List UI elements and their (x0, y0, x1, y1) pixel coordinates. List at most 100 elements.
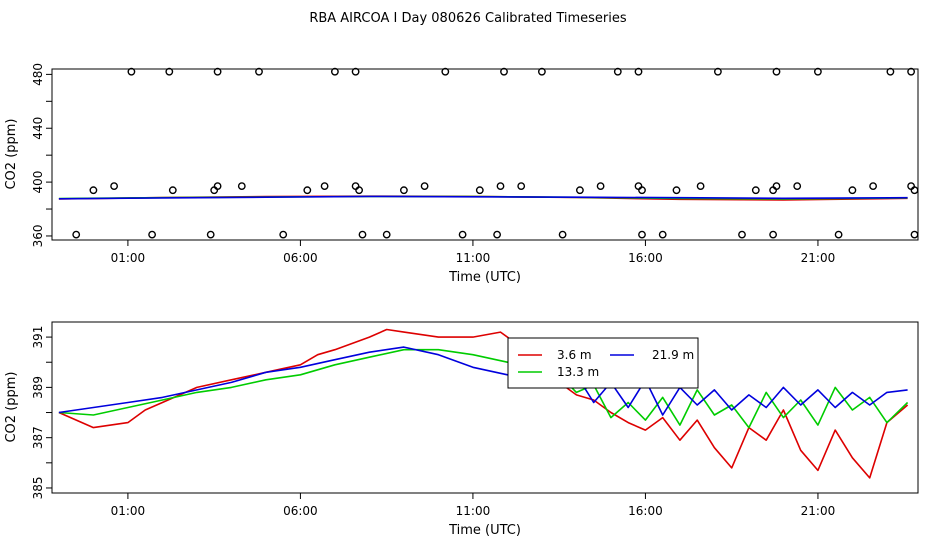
data-point (869, 182, 877, 191)
y-tick-label: 480 (31, 63, 45, 86)
legend-label-13-3m: 13.3 m (557, 365, 599, 379)
data-point (279, 230, 288, 239)
y-tick-label: 389 (31, 376, 45, 399)
data-point (458, 230, 467, 239)
top-series-group (58, 195, 908, 201)
data-point (475, 186, 484, 195)
data-point (672, 186, 681, 195)
top-x-ticks: 01:00 06:00 11:00 16:00 21:00 (111, 240, 836, 265)
top-y-axis-title: CO2 (ppm) (4, 118, 19, 189)
data-point (355, 186, 363, 195)
data-point (237, 182, 246, 191)
series-line (58, 346, 908, 416)
data-point (382, 230, 391, 239)
data-point (330, 67, 339, 76)
legend: 3.6 m 21.9 m 13.3 m (507, 337, 699, 389)
legend-box (507, 337, 699, 389)
data-point (886, 67, 895, 76)
data-point (634, 67, 643, 76)
data-point (496, 182, 505, 191)
y-tick-label: 440 (31, 117, 45, 140)
bottom-x-axis-title: Time (UTC) (448, 523, 521, 538)
data-point (613, 67, 622, 76)
data-point (213, 182, 222, 191)
bottom-x-ticks: 01:00 06:00 11:00 16:00 21:00 (111, 493, 836, 518)
data-point (793, 182, 802, 191)
data-point (769, 230, 777, 239)
x-tick-label: 01:00 (111, 504, 146, 518)
data-point (399, 186, 408, 195)
y-tick-label: 391 (31, 326, 45, 349)
data-point (351, 67, 360, 76)
data-point (148, 230, 157, 239)
data-point (558, 230, 567, 239)
data-point (658, 230, 667, 239)
x-tick-label: 21:00 (801, 504, 836, 518)
y-tick-label: 400 (31, 171, 45, 194)
series-line (58, 348, 909, 429)
top-x-axis-title: Time (UTC) (448, 270, 521, 285)
data-point (634, 182, 643, 191)
data-point (576, 186, 584, 195)
data-point (110, 182, 119, 191)
data-point (538, 67, 546, 76)
data-point (168, 186, 177, 195)
data-point (738, 230, 746, 239)
data-point (213, 67, 222, 76)
data-point (517, 182, 526, 191)
data-point (910, 230, 919, 239)
data-point (714, 67, 722, 76)
data-point (72, 230, 81, 239)
data-point (420, 182, 429, 191)
data-point (89, 186, 98, 195)
top-points-group (72, 67, 919, 239)
data-point (255, 67, 263, 76)
series-line (58, 195, 908, 200)
top-y-ticks: 360 400 440 480 (31, 63, 52, 247)
data-point (320, 182, 329, 191)
bottom-plot-frame (51, 321, 919, 494)
x-tick-label: 11:00 (456, 504, 491, 518)
main-title: RBA AIRCOA I Day 080626 Calibrated Times… (309, 11, 627, 26)
x-tick-label: 16:00 (628, 504, 663, 518)
legend-label-3-6m: 3.6 m (557, 348, 592, 362)
data-point (907, 67, 915, 76)
data-point (848, 186, 857, 195)
data-point (351, 182, 360, 191)
data-point (772, 67, 781, 76)
x-tick-label: 16:00 (628, 251, 663, 265)
top-plot-frame (51, 68, 919, 241)
x-tick-label: 21:00 (801, 251, 836, 265)
legend-label-21-9m: 21.9 m (652, 348, 694, 362)
data-point (303, 186, 312, 195)
bottom-panel: 01:00 06:00 11:00 16:00 21:00 385 387 389 391 T… (4, 321, 919, 538)
data-point (358, 230, 367, 239)
x-tick-label: 06:00 (283, 504, 318, 518)
data-point (834, 230, 843, 239)
y-tick-label: 387 (31, 426, 45, 449)
data-point (596, 182, 605, 191)
data-point (206, 230, 215, 239)
x-tick-label: 01:00 (111, 251, 146, 265)
x-tick-label: 06:00 (283, 251, 318, 265)
data-point (910, 186, 919, 195)
series-line (58, 328, 909, 479)
data-point (772, 182, 781, 191)
data-point (441, 67, 450, 76)
bottom-series-group (58, 328, 909, 479)
data-point (127, 67, 136, 76)
data-point (500, 67, 508, 76)
data-point (493, 230, 501, 239)
bottom-y-axis-title: CO2 (ppm) (4, 371, 19, 442)
data-point (638, 186, 646, 195)
top-panel: 01:00 06:00 11:00 16:00 21:00 360 400 440 480 T… (4, 63, 919, 285)
data-point (814, 67, 822, 76)
data-point (165, 67, 174, 76)
data-point (638, 230, 646, 239)
bottom-y-ticks: 385 387 389 391 (31, 326, 52, 500)
y-tick-label: 360 (31, 225, 45, 248)
data-point (696, 182, 705, 191)
y-tick-label: 385 (31, 477, 45, 500)
x-tick-label: 11:00 (456, 251, 491, 265)
